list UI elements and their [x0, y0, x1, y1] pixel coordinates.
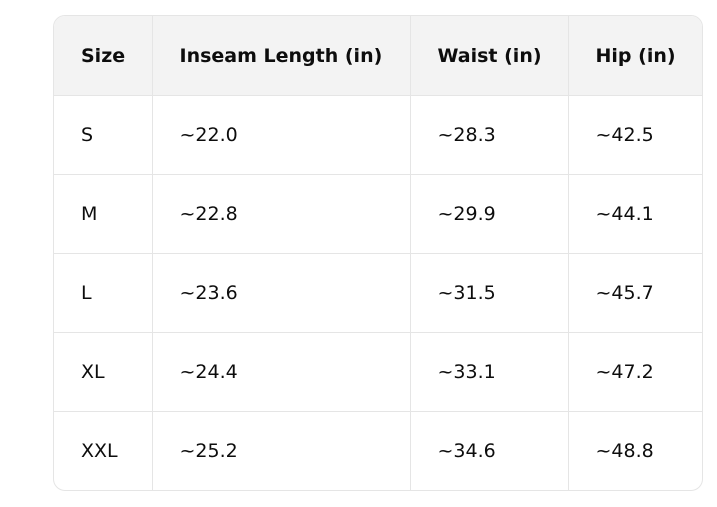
table-cell: M: [54, 174, 153, 254]
table-cell: S: [54, 95, 153, 175]
header-cell: Waist (in): [410, 16, 569, 96]
table-row: XL ~24.4 ~33.1 ~47.2: [54, 332, 702, 412]
table-cell: L: [54, 253, 153, 333]
table-cell: ~44.1: [568, 174, 702, 254]
table-cell: ~25.2: [152, 411, 411, 490]
table-cell: ~42.5: [568, 95, 702, 175]
table-cell: ~22.8: [152, 174, 411, 254]
table-cell: ~28.3: [410, 95, 569, 175]
table-cell: ~24.4: [152, 332, 411, 412]
table-cell: ~47.2: [568, 332, 702, 412]
table-cell: ~45.7: [568, 253, 702, 333]
table-cell: ~31.5: [410, 253, 569, 333]
table-cell: ~29.9: [410, 174, 569, 254]
table-row: XXL ~25.2 ~34.6 ~48.8: [54, 411, 702, 490]
table-row: M ~22.8 ~29.9 ~44.1: [54, 174, 702, 254]
table-body: S ~22.0 ~28.3 ~42.5 M ~22.8 ~29.9 ~44.1 L ~23.6 ~3…: [54, 95, 702, 490]
table-cell: XXL: [54, 411, 153, 490]
table-cell: ~48.8: [595, 440, 654, 462]
table-row: L ~23.6 ~31.5 ~45.7: [54, 253, 702, 333]
table-cell: ~33.1: [410, 332, 569, 412]
header-cell: Inseam Length (in): [152, 16, 411, 96]
size-table: Size Inseam Length (in) Waist (in) Hip (in)…: [54, 16, 702, 490]
table-cell: ~22.0: [152, 95, 411, 175]
table-row: S ~22.0 ~28.3 ~42.5: [54, 95, 702, 175]
header-row: Size Inseam Length (in) Waist (in) Hip (in): [54, 16, 702, 96]
header-cell: Size: [54, 16, 153, 96]
table-cell: XL: [54, 332, 153, 412]
table-cell: ~34.6: [410, 411, 569, 490]
header-cell: Hip (in): [568, 16, 702, 96]
table-container: Size Inseam Length (in) Waist (in) Hip (in)…: [53, 15, 703, 491]
table-cell: ~23.6: [152, 253, 411, 333]
